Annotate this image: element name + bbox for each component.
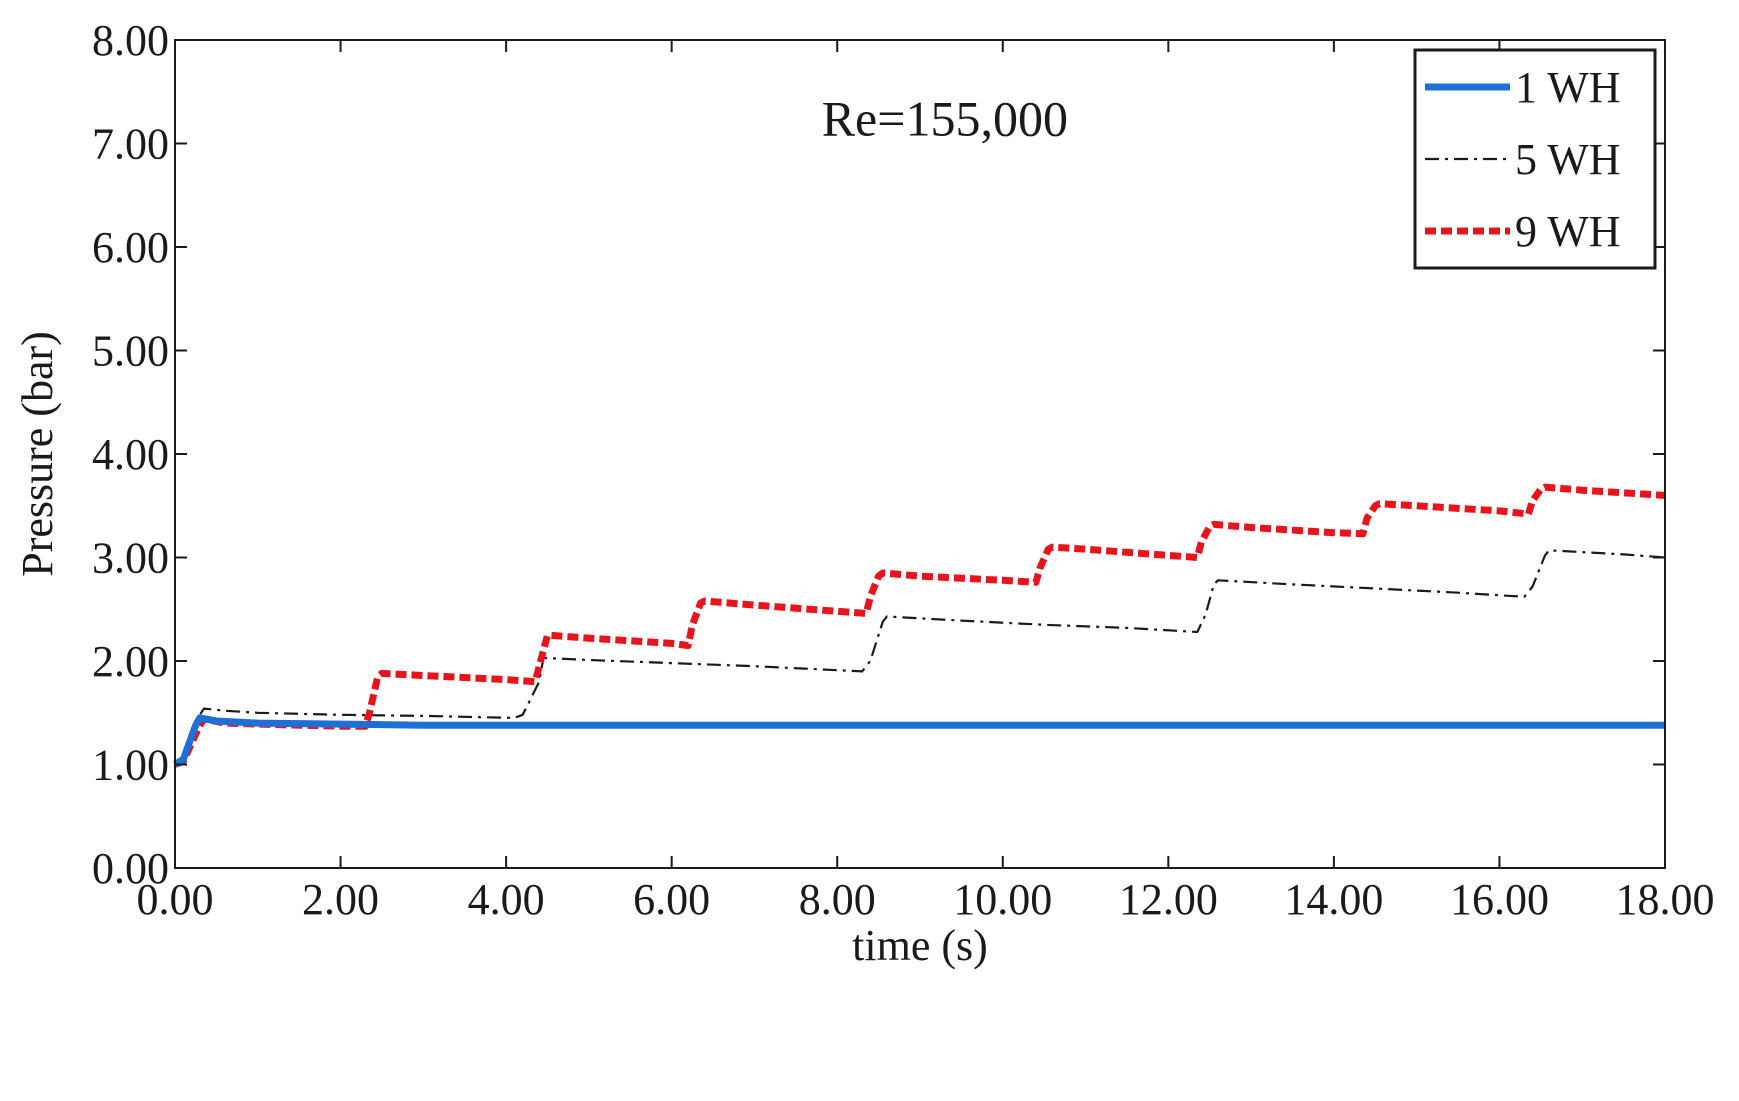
y-tick-label: 1.00 (92, 741, 169, 790)
legend-label: 9 WH (1515, 207, 1621, 256)
x-tick-label: 10.00 (953, 875, 1052, 924)
x-axis-title: time (s) (852, 921, 988, 970)
y-tick-label: 3.00 (92, 534, 169, 583)
y-tick-label: 6.00 (92, 223, 169, 272)
y-tick-label: 4.00 (92, 430, 169, 479)
y-tick-label: 7.00 (92, 120, 169, 169)
x-tick-label: 14.00 (1284, 875, 1383, 924)
series-layer (173, 483, 1666, 768)
series-line-9-wh (173, 483, 1666, 768)
x-tick-label: 16.00 (1450, 875, 1549, 924)
x-tick-label: 12.00 (1119, 875, 1218, 924)
series-line-5-wh (174, 549, 1666, 766)
x-tick-label: 2.00 (302, 875, 379, 924)
y-axis-title: Pressure (bar) (13, 331, 62, 577)
y-tick-label: 8.00 (92, 16, 169, 65)
legend: 1 WH 5 WH 9 WH (1413, 48, 1657, 270)
reynolds-annotation: Re=155,000 (822, 91, 1068, 147)
x-tick-label: 18.00 (1616, 875, 1715, 924)
x-tick-label: 0.00 (137, 875, 214, 924)
y-tick-label: 0.00 (92, 844, 169, 893)
y-tick-label: 5.00 (92, 327, 169, 376)
series-line-1-wh (173, 714, 1665, 768)
legend-label: 5 WH (1515, 135, 1621, 184)
label-layer: time (s) Pressure (bar) Re=155,000 (13, 91, 1068, 970)
x-tick-label: 4.00 (468, 875, 545, 924)
tick-layer: 0.00 2.00 4.00 6.00 8.00 10.00 12.00 14.00 16.00… (92, 16, 1715, 924)
y-tick-label: 2.00 (92, 637, 169, 686)
legend-label: 1 WH (1515, 63, 1621, 112)
x-tick-label: 8.00 (799, 875, 876, 924)
x-tick-label: 6.00 (633, 875, 710, 924)
